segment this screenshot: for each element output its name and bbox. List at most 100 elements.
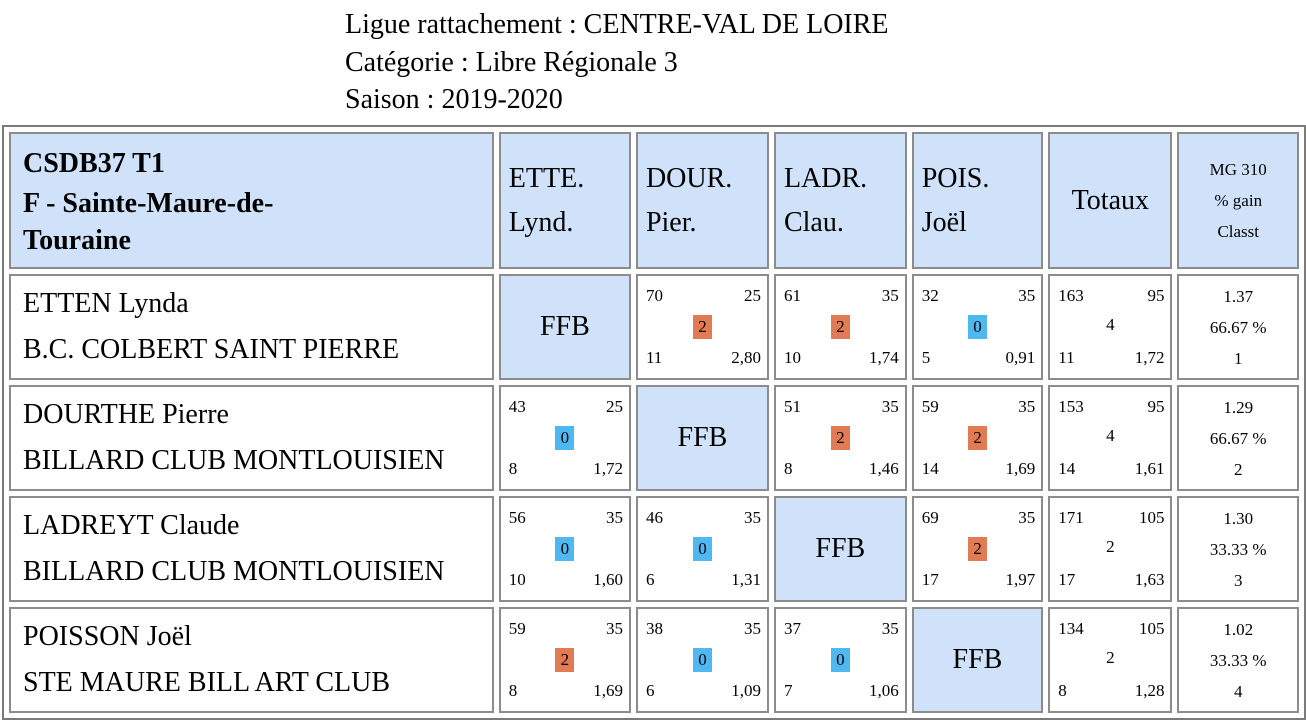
column-header-line1: POIS.: [921, 162, 990, 194]
total-match-points: 4: [1106, 426, 1115, 445]
total-distance: 95: [1147, 286, 1165, 305]
column-header-line1: LADR.: [783, 162, 868, 194]
average: 1,31: [731, 570, 761, 589]
mg-average: 1.02: [1223, 619, 1254, 639]
distance: 25: [605, 397, 623, 416]
saison-line: Saison : 2019-2020: [345, 84, 563, 115]
totals-header: Totaux: [1048, 132, 1173, 269]
innings: 6: [645, 681, 655, 700]
distance: 35: [1018, 508, 1036, 527]
mg-cell: 1.37 66.67 % 1: [1177, 274, 1299, 380]
distance: 35: [605, 619, 623, 638]
ranking: 2: [1233, 459, 1243, 479]
win-badge: 2: [692, 315, 712, 339]
match-cell: 38 35 6 1,09 0: [635, 607, 769, 713]
player-name: POISSON Joël: [23, 621, 192, 652]
totals-cell: 163 95 11 1,72 4: [1048, 274, 1173, 380]
column-header-pois: POIS. Joël: [911, 132, 1044, 269]
points-scored: 56: [508, 508, 526, 527]
ffb-cell: FFB: [773, 496, 907, 602]
player-club: STE MAURE BILL ART CLUB: [23, 667, 391, 698]
win-badge: 2: [967, 537, 987, 561]
points-scored: 37: [783, 619, 801, 638]
team-name-line1: F - Sainte-Maure-de-: [23, 187, 274, 219]
match-cell: 51 35 8 1,46 2: [773, 385, 907, 491]
innings: 17: [921, 570, 939, 589]
ffb-cell: FFB: [911, 607, 1044, 713]
total-points: 153: [1058, 397, 1084, 416]
loss-badge: 0: [555, 426, 575, 450]
points-scored: 59: [508, 619, 526, 638]
match-cell: 32 35 5 0,91 0: [911, 274, 1044, 380]
average: 1,69: [1005, 459, 1036, 478]
innings: 7: [783, 681, 793, 700]
distance: 35: [881, 397, 899, 416]
match-points-wrap: 2: [501, 648, 629, 672]
column-header-line2: Clau.: [783, 206, 844, 238]
player-name: ETTEN Lynda: [23, 288, 189, 319]
win-badge: 2: [967, 426, 987, 450]
page-header: Ligue rattachement : CENTRE-VAL DE LOIRE…: [345, 6, 889, 119]
player-name: DOURTHE Pierre: [23, 399, 229, 430]
column-header-line2: Lynd.: [508, 206, 574, 238]
match-points-wrap: 2: [776, 315, 905, 339]
player-cell: POISSON Joël STE MAURE BILL ART CLUB: [9, 607, 494, 713]
total-match-points: 4: [1106, 315, 1115, 334]
max-series: 14: [1058, 459, 1076, 478]
win-percentage: 66.67 %: [1209, 317, 1267, 337]
ffb-cell: FFB: [498, 274, 631, 380]
innings: 11: [645, 348, 663, 367]
player-cell: DOURTHE Pierre BILLARD CLUB MONTLOUISIEN: [9, 385, 494, 491]
column-header-line1: ETTE.: [508, 162, 585, 194]
loss-badge: 0: [555, 537, 575, 561]
player-cell: LADREYT Claude BILLARD CLUB MONTLOUISIEN: [9, 496, 494, 602]
column-header-ette: ETTE. Lynd.: [498, 132, 631, 269]
innings: 10: [783, 348, 801, 367]
match-points-wrap: 0: [638, 648, 767, 672]
average: 0,91: [1005, 348, 1036, 367]
match-cell: 56 35 10 1,60 0: [498, 496, 631, 602]
general-average: 1,63: [1134, 570, 1165, 589]
match-cell: 59 35 8 1,69 2: [498, 607, 631, 713]
max-series: 11: [1058, 348, 1075, 367]
distance: 35: [743, 619, 761, 638]
total-points: 163: [1058, 286, 1084, 305]
win-percentage: 33.33 %: [1209, 539, 1267, 559]
loss-badge: 0: [967, 315, 987, 339]
player-cell: ETTEN Lynda B.C. COLBERT SAINT PIERRE: [9, 274, 494, 380]
player-club: B.C. COLBERT SAINT PIERRE: [23, 334, 400, 365]
innings: 5: [921, 348, 931, 367]
column-header-line2: Pier.: [645, 206, 697, 238]
match-points-wrap: 0: [501, 426, 629, 450]
match-points-wrap: 0: [501, 537, 629, 561]
average: 1,69: [593, 681, 623, 700]
average: 1,72: [593, 459, 623, 478]
match-points-wrap: 2: [914, 537, 1042, 561]
mg-cell: 1.30 33.33 % 3: [1177, 496, 1299, 602]
ranking: 4: [1233, 681, 1243, 701]
column-header-line1: DOUR.: [645, 162, 733, 194]
player-name: LADREYT Claude: [23, 510, 240, 541]
distance: 35: [605, 508, 623, 527]
ligue-line: Ligue rattachement : CENTRE-VAL DE LOIRE: [345, 9, 889, 40]
mg-average: 1.37: [1223, 286, 1254, 306]
average: 1,60: [593, 570, 623, 589]
loss-badge: 0: [692, 537, 712, 561]
totals-cell: 134 105 8 1,28 2: [1048, 607, 1173, 713]
loss-badge: 0: [830, 648, 850, 672]
team-header: CSDB37 T1 F - Sainte-Maure-de- Touraine: [9, 132, 494, 269]
column-header-dour: DOUR. Pier.: [635, 132, 769, 269]
general-average: 1,61: [1134, 459, 1165, 478]
totals-cell: 153 95 14 1,61 4: [1048, 385, 1173, 491]
match-points-wrap: 2: [638, 315, 767, 339]
total-distance: 105: [1138, 508, 1165, 527]
total-points: 171: [1058, 508, 1084, 527]
distance: 25: [743, 286, 761, 305]
player-row: DOURTHE Pierre BILLARD CLUB MONTLOUISIEN 4…: [9, 385, 1299, 491]
header-row: CSDB37 T1 F - Sainte-Maure-de- Touraine …: [9, 132, 1299, 269]
max-series: 8: [1058, 681, 1067, 700]
match-cell: 69 35 17 1,97 2: [911, 496, 1044, 602]
match-points-wrap: 0: [776, 648, 905, 672]
mg-header-line2: % gain: [1214, 191, 1263, 210]
win-badge: 2: [555, 648, 575, 672]
